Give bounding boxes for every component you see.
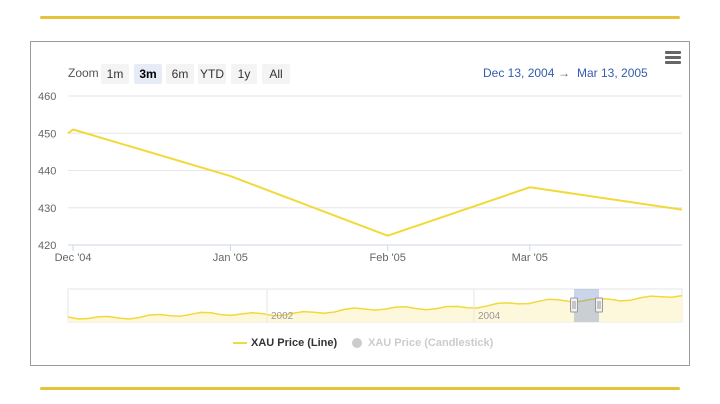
range-arrow: → xyxy=(558,66,570,80)
navigator-tick-label: 2002 xyxy=(271,311,294,322)
zoom-button-6m[interactable]: 6m xyxy=(166,64,194,84)
navigator-handle[interactable] xyxy=(570,297,578,313)
y-tick-label: 420 xyxy=(38,240,56,252)
legend-symbol-candlestick xyxy=(352,338,362,348)
range-from-date[interactable]: Dec 13, 2004 xyxy=(483,66,555,80)
x-tick-label: Feb '05 xyxy=(370,252,406,264)
y-tick-label: 460 xyxy=(38,91,56,103)
zoom-button-1m[interactable]: 1m xyxy=(101,64,129,84)
navigator-tick-label: 2004 xyxy=(478,311,501,322)
hamburger-menu-icon[interactable] xyxy=(665,51,681,65)
zoom-button-3m[interactable]: 3m xyxy=(134,64,162,84)
legend-item-candlestick[interactable]: XAU Price (Candlestick) xyxy=(368,337,494,349)
top-decorative-rule xyxy=(40,16,680,19)
x-tick-label: Mar '05 xyxy=(512,252,548,264)
series-line-xau-price xyxy=(67,128,683,237)
zoom-label: Zoom xyxy=(68,66,99,80)
x-tick-label: Jan '05 xyxy=(213,252,248,264)
y-tick-label: 430 xyxy=(38,203,56,215)
navigator-selection xyxy=(574,289,599,322)
x-tick-label: Dec '04 xyxy=(55,252,92,264)
range-to-date[interactable]: Mar 13, 2005 xyxy=(577,66,648,80)
y-tick-label: 450 xyxy=(38,128,56,140)
legend-item-line[interactable]: XAU Price (Line) xyxy=(251,337,338,349)
navigator-handle[interactable] xyxy=(595,297,603,313)
zoom-button-1y[interactable]: 1y xyxy=(231,64,257,84)
zoom-button-all[interactable]: All xyxy=(262,64,290,84)
zoom-button-ytd[interactable]: YTD xyxy=(198,64,226,84)
navigator-series-line xyxy=(67,294,683,320)
y-tick-label: 440 xyxy=(38,166,56,178)
bottom-decorative-rule xyxy=(40,387,680,390)
